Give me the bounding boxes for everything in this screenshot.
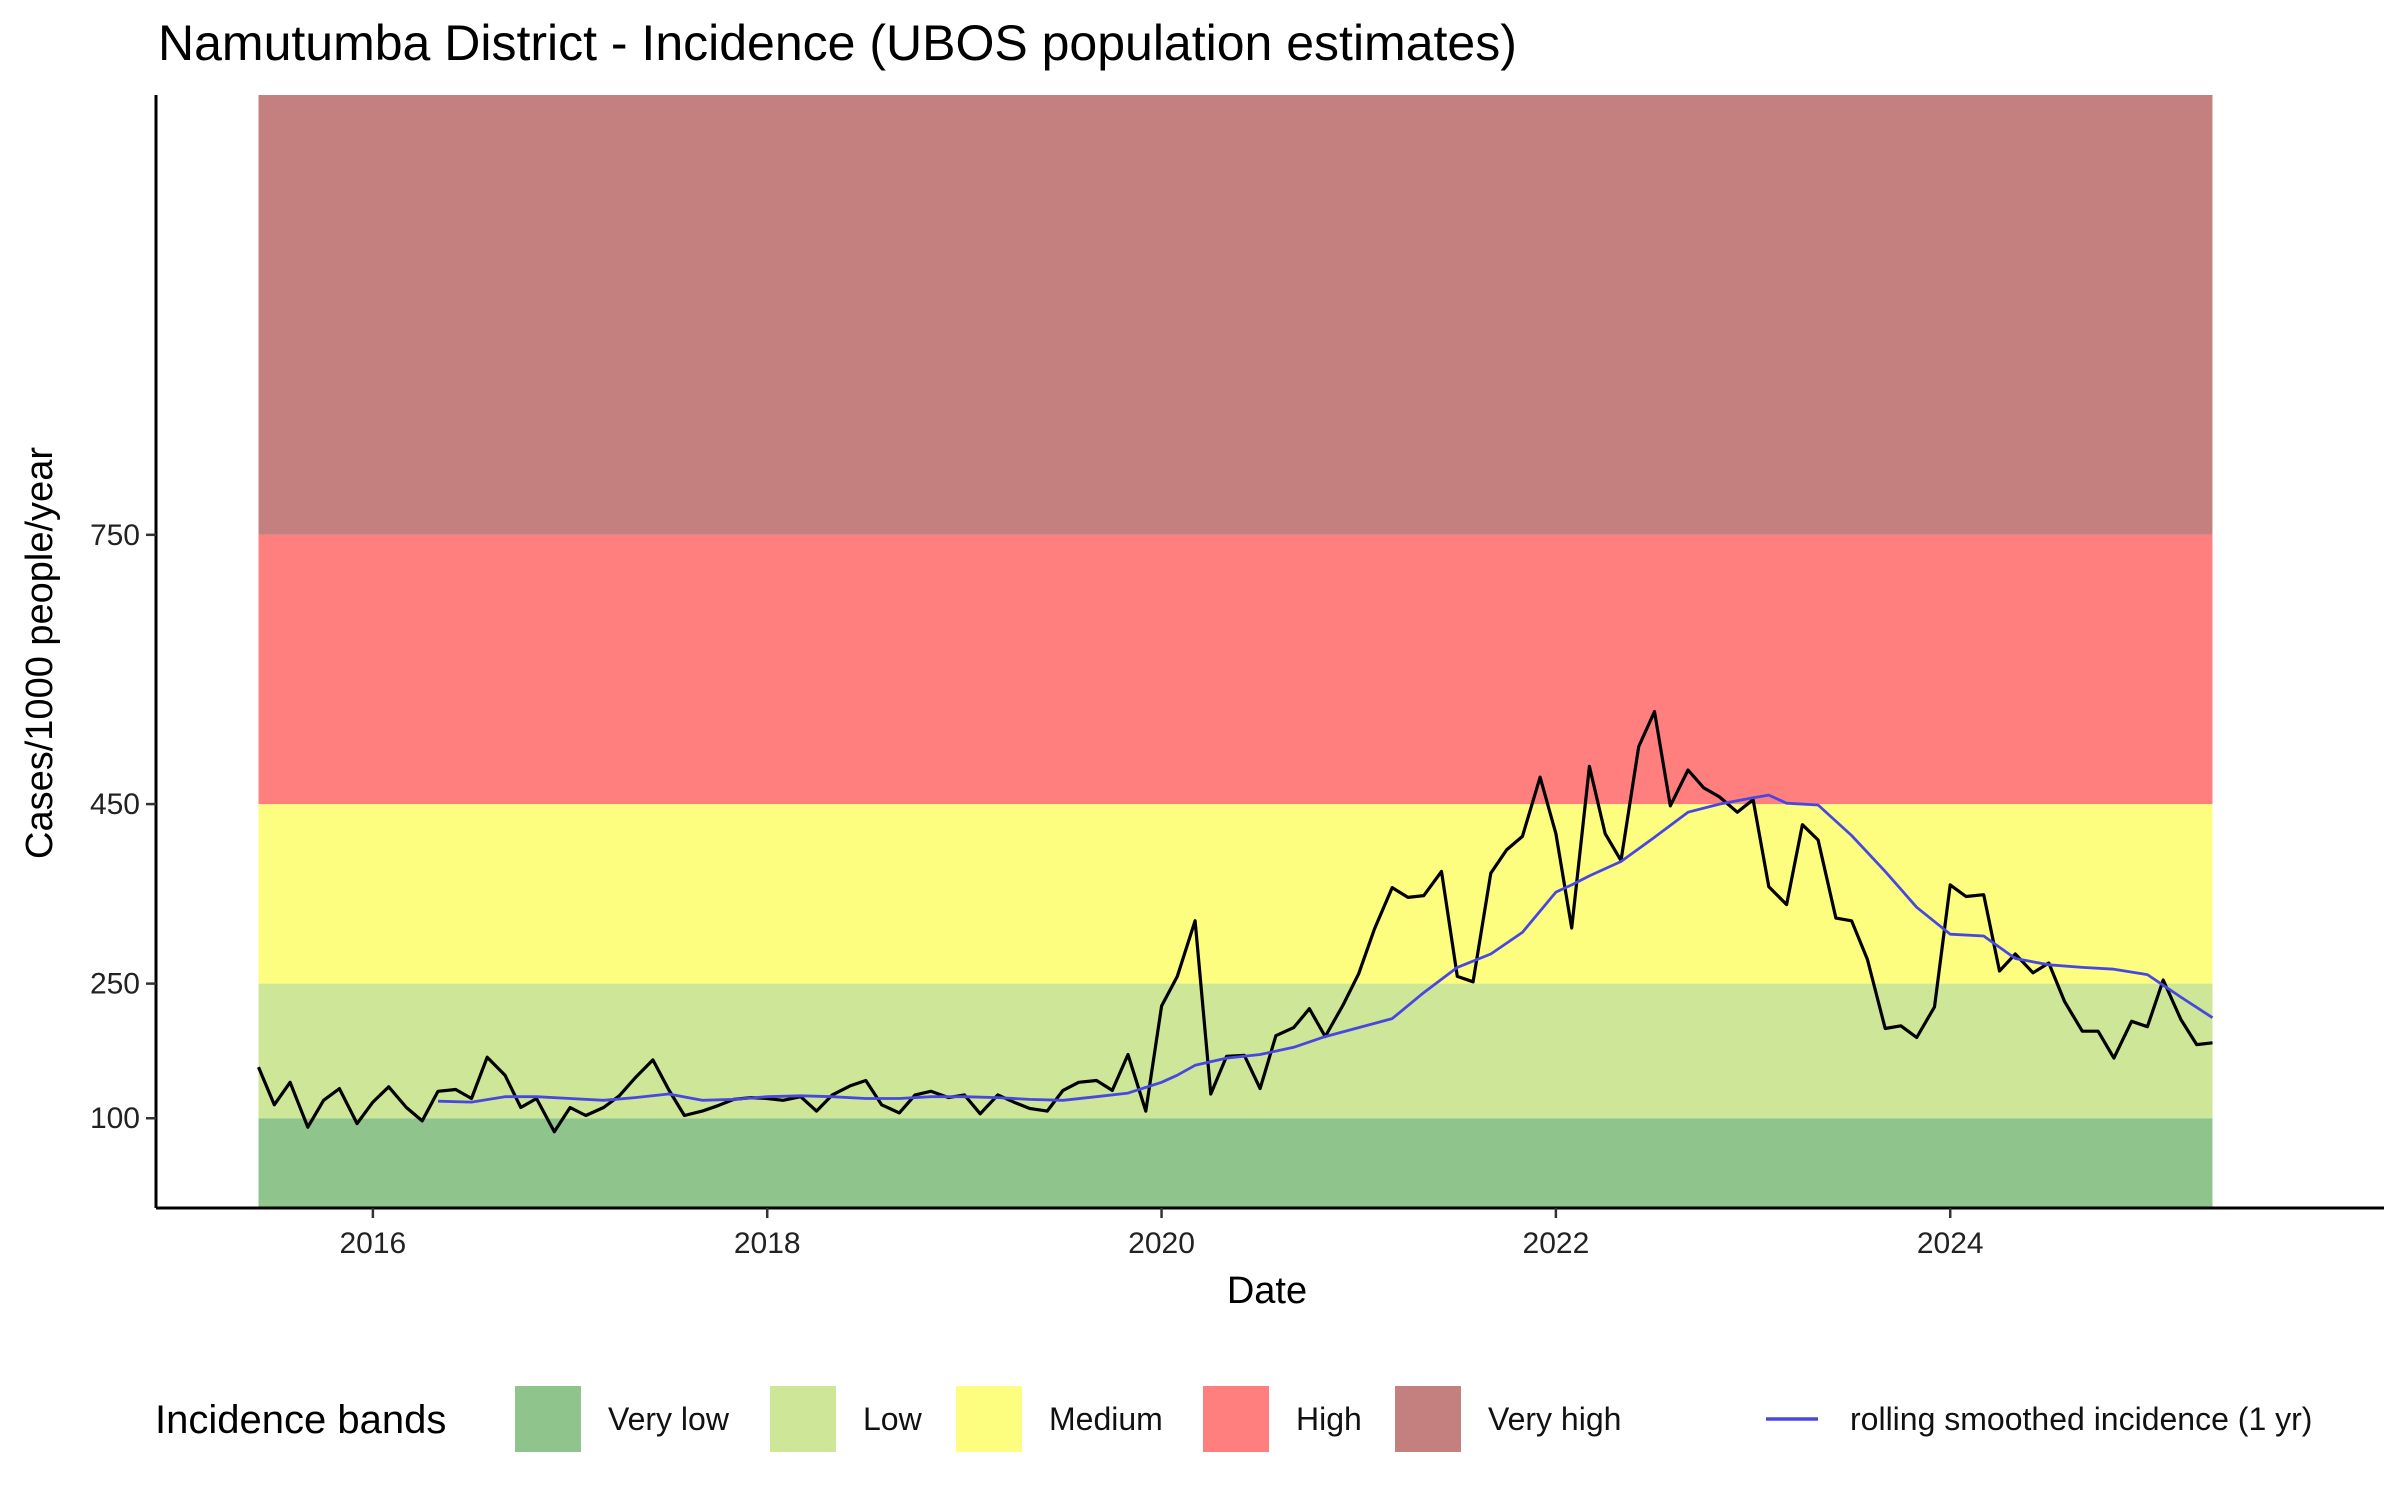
axes: 100 250 450 750 2016 2018 2020 2022 2024 [90, 95, 2384, 1260]
legend-label-rolling-smoothed: rolling smoothed incidence (1 yr) [1850, 1401, 2312, 1437]
y-axis-title: Cases/1000 people/year [19, 447, 61, 859]
legend: Incidence bands Very low Low Medium High Ver… [155, 1386, 2312, 1452]
x-tick-label: 2016 [340, 1227, 407, 1260]
legend-key-very-high [1395, 1386, 1461, 1452]
legend-label-low: Low [863, 1401, 923, 1437]
y-tick-label: 100 [90, 1102, 140, 1135]
y-tick-label: 750 [90, 519, 140, 552]
series-lines [257, 709, 2214, 1134]
band-medium [258, 804, 2213, 984]
chart-title: Namutumba District - Incidence (UBOS pop… [158, 15, 1517, 71]
x-tick-label: 2020 [1128, 1227, 1195, 1260]
legend-title: Incidence bands [155, 1398, 446, 1442]
legend-key-medium [956, 1386, 1022, 1452]
x-tick-label: 2024 [1917, 1227, 1984, 1260]
x-axis-title: Date [1227, 1270, 1307, 1312]
band-very-high [258, 95, 2213, 535]
y-tick-label: 250 [90, 968, 140, 1001]
incidence-bands [258, 95, 2213, 1208]
legend-label-very-low: Very low [608, 1401, 730, 1437]
y-tick-label: 450 [90, 788, 140, 821]
x-tick-label: 2022 [1523, 1227, 1590, 1260]
legend-label-very-high: Very high [1488, 1401, 1621, 1437]
x-tick-label: 2018 [734, 1227, 801, 1260]
band-low [258, 983, 2213, 1119]
band-very-low [258, 1118, 2213, 1208]
legend-key-very-low [515, 1386, 581, 1452]
rolling-smoothed-line [437, 793, 2214, 1104]
legend-label-medium: Medium [1049, 1401, 1163, 1437]
legend-key-high [1203, 1386, 1269, 1452]
legend-key-low [770, 1386, 836, 1452]
legend-label-high: High [1296, 1401, 1362, 1437]
band-high [258, 534, 2213, 805]
